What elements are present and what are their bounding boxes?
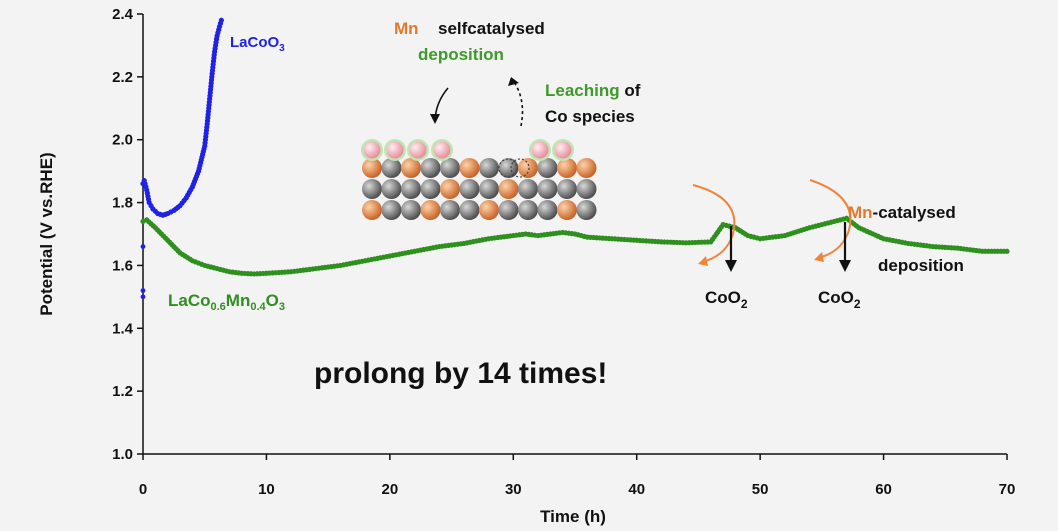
y-tick-label: 1.6 — [112, 257, 133, 274]
leaching-curved-arrow — [513, 81, 524, 127]
annotation-deposition-2: deposition — [878, 256, 964, 275]
surface-atom-icon — [386, 141, 404, 159]
co-atom-icon — [537, 200, 558, 220]
y-tick-label: 1.2 — [112, 383, 133, 400]
y-axis-title: Potential (V vs.RHE) — [37, 152, 56, 315]
series-points — [140, 17, 1010, 300]
deposition-arrowhead — [430, 114, 440, 124]
mn-atom-icon — [576, 158, 597, 178]
mn-atom-icon — [557, 158, 577, 178]
annotation-mn: Mn — [394, 19, 419, 38]
vacancy-icon — [510, 158, 530, 178]
annotation-mn-catalysed: Mn-catalysed — [848, 203, 956, 222]
vacancy-icon — [498, 158, 518, 178]
mn-atom-icon — [420, 200, 441, 220]
co-atom-icon — [440, 200, 460, 220]
x-tick-label: 30 — [505, 481, 522, 498]
co-atom-icon — [518, 200, 538, 220]
co-atom-icon — [381, 179, 402, 199]
annotation-leaching: Leaching of — [545, 81, 641, 100]
orange-curved-arrow-2 — [809, 179, 852, 259]
surface-atom-icon — [409, 141, 427, 159]
lattice-illustration — [361, 139, 597, 220]
mn-atom-icon — [362, 200, 382, 220]
x-tick-label: 20 — [382, 481, 399, 498]
axes — [142, 14, 1007, 455]
surface-atom-icon — [554, 141, 572, 159]
co-atom-icon — [420, 179, 441, 199]
annotation-coo2-2: CoO2 — [818, 288, 861, 311]
x-tick-label: 40 — [628, 481, 645, 498]
co-atom-icon — [576, 179, 597, 199]
x-axis-title: Time (h) — [540, 507, 606, 526]
y-tick-label: 2.4 — [112, 6, 134, 23]
co-atom-icon — [479, 158, 499, 178]
surface-atom-icon — [433, 141, 451, 159]
x-tick-label: 10 — [258, 481, 275, 498]
co-atom-icon — [381, 200, 402, 220]
legend-lacoo3: LaCoO3 — [230, 34, 285, 54]
co-atom-icon — [498, 158, 519, 178]
y-tick-label: 2.0 — [112, 132, 133, 149]
co-atom-icon — [557, 179, 577, 199]
x-tick-label: 60 — [875, 481, 892, 498]
x-tick-label: 0 — [139, 481, 147, 498]
co-atom-icon — [518, 179, 538, 199]
orange-arrowhead-1 — [698, 256, 708, 266]
co-atom-icon — [459, 200, 480, 220]
co-atom-icon — [537, 179, 558, 199]
y-tick-label: 1.0 — [112, 446, 133, 463]
mn-atom-icon — [440, 179, 460, 199]
co-atom-icon — [498, 200, 519, 220]
y-tick-label: 2.2 — [112, 69, 133, 86]
co-atom-icon — [420, 158, 441, 178]
annotation-selfcatalysed: selfcatalysed — [438, 19, 545, 38]
series-0 — [140, 17, 224, 218]
orange-arrowhead-2 — [814, 252, 824, 262]
surface-atom-icon — [363, 141, 381, 159]
series-1 — [140, 215, 1010, 277]
x-tick-label: 70 — [999, 481, 1016, 498]
surface-atom-icon — [531, 141, 549, 159]
y-ticks: 1.0 1.2 1.4 1.6 1.8 2.0 2.2 2.4 — [112, 6, 143, 463]
co-atom-icon — [401, 179, 421, 199]
leaching-arrowhead — [508, 77, 519, 86]
co-atom-icon — [381, 158, 402, 178]
mn-atom-icon — [401, 158, 421, 178]
co-atom-icon — [537, 158, 558, 178]
y-tick-label: 1.4 — [112, 320, 134, 337]
annotation-coo2-1: CoO2 — [705, 288, 748, 311]
orange-curved-arrow-1 — [692, 184, 736, 263]
co-atom-icon — [459, 179, 480, 199]
y-tick-label: 1.8 — [112, 195, 133, 212]
co-atom-icon — [362, 179, 382, 199]
co-atom-icon — [440, 158, 460, 178]
annotation-deposition-1: deposition — [418, 45, 504, 64]
coo2-down-arrowhead-2 — [839, 260, 851, 272]
annotation-co-species: Co species — [545, 107, 635, 126]
coo2-down-arrowhead-1 — [725, 260, 737, 272]
mn-atom-icon — [498, 179, 519, 199]
co-atom-icon — [576, 200, 597, 220]
co-atom-icon — [479, 179, 499, 199]
mn-atom-icon — [518, 158, 538, 178]
mn-atom-icon — [557, 200, 577, 220]
data-point — [140, 244, 146, 249]
data-point — [140, 288, 146, 293]
data-point — [218, 17, 224, 23]
data-point — [1004, 248, 1010, 254]
mn-atom-icon — [459, 158, 480, 178]
x-ticks: 0 10 20 30 40 50 60 70 — [139, 454, 1016, 498]
annotation-prolong: prolong by 14 times! — [314, 357, 607, 390]
co-atom-icon — [401, 200, 421, 220]
mn-atom-icon — [362, 158, 382, 178]
legend-lacomn: LaCo0.6Mn0.4O3 — [168, 291, 285, 313]
x-tick-label: 50 — [752, 481, 769, 498]
data-point — [140, 294, 146, 300]
mn-atom-icon — [479, 200, 499, 220]
